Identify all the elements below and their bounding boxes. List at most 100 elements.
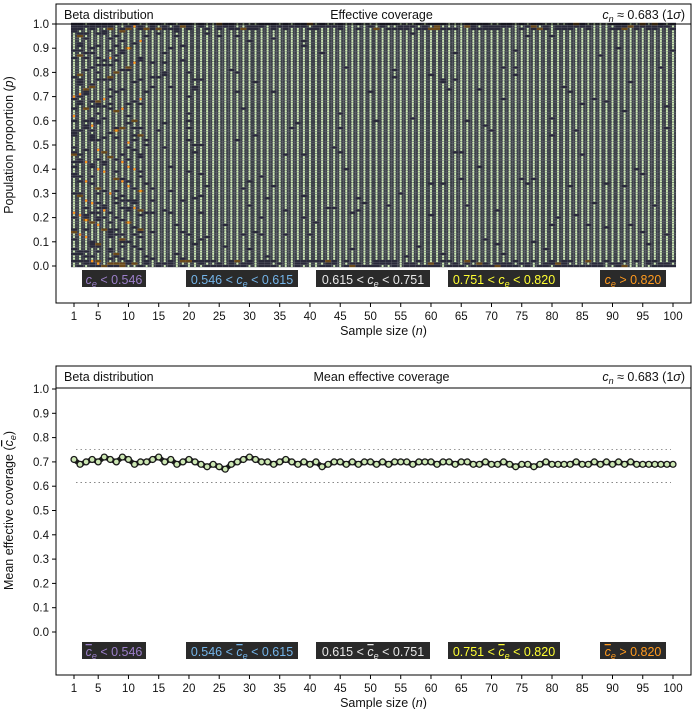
heatmap-cell-dot (163, 68, 166, 72)
heatmap-cell-dot (91, 223, 94, 226)
heatmap-cell-dot (230, 126, 233, 130)
heatmap-cell (167, 27, 174, 31)
heatmap-cell-dot (133, 93, 136, 96)
heatmap-cell-dot (193, 223, 197, 226)
heatmap-cell-dot (78, 243, 82, 246)
heatmap-cell-dot (199, 107, 203, 110)
heatmap-cell-dot (212, 93, 215, 96)
heatmap-cell-dot (187, 143, 191, 147)
heatmap-cell-dot (157, 155, 160, 159)
heatmap-cell-dot (230, 209, 233, 212)
heatmap-cell-dot (127, 54, 130, 57)
heatmap-cell-dot (97, 155, 100, 159)
heatmap-cell (222, 223, 229, 227)
heatmap-cell-dot (133, 170, 136, 173)
heatmap-cell (137, 170, 144, 173)
heatmap-cell-dot (224, 155, 227, 159)
heatmap-cell-dot (157, 221, 160, 224)
heatmap-cell (95, 192, 102, 195)
heatmap-cell (70, 131, 78, 135)
heatmap-cell-dot (181, 95, 185, 98)
heatmap-cell-dot (127, 214, 130, 217)
heatmap-cell-dot (121, 59, 124, 62)
heatmap-cell-dot (103, 143, 106, 147)
heatmap-cell-dot (109, 44, 112, 47)
heatmap-cell-dot (91, 218, 94, 222)
heatmap-cell-dot (212, 129, 215, 132)
heatmap-cell-dot (175, 93, 178, 96)
heatmap-cell-dot (139, 100, 142, 103)
heatmap-cell-dot (97, 151, 100, 154)
heatmap-cell-dot (218, 194, 221, 197)
heatmap-cell-dot (97, 257, 100, 260)
heatmap-cell-dot (175, 117, 178, 120)
heatmap-cell-dot (127, 192, 130, 195)
heatmap-cell-dot (90, 259, 94, 263)
heatmap-cell-dot (230, 204, 233, 207)
heatmap-cell-dot (181, 238, 185, 241)
heatmap-cell-dot (78, 64, 82, 67)
heatmap-cell-dot (163, 206, 166, 210)
heatmap-cell-dot (133, 146, 136, 149)
heatmap-cell-dot (169, 90, 172, 93)
heatmap-cell-dot (218, 197, 221, 200)
heatmap-cell (125, 259, 132, 263)
heatmap-cell-dot (187, 32, 191, 35)
heatmap-cell-dot (133, 44, 136, 47)
heatmap-cell-dot (205, 54, 209, 57)
heatmap-cell-dot (224, 233, 227, 236)
heatmap-cell-dot (169, 37, 172, 40)
heatmap-cell-dot (133, 223, 136, 226)
heatmap-cell-dot (115, 260, 118, 263)
heatmap-cell-dot (115, 68, 118, 72)
heatmap-cell (137, 153, 144, 156)
heatmap-cell-dot (139, 165, 142, 168)
heatmap-cell-dot (103, 122, 106, 125)
heatmap-cell-dot (175, 68, 178, 72)
heatmap-cell (77, 252, 84, 256)
heatmap-cell-dot (78, 51, 82, 55)
heatmap-cell-dot (127, 264, 130, 268)
heatmap-cell-dot (115, 131, 118, 135)
heatmap-cell-dot (97, 54, 100, 57)
heatmap-cell-dot (139, 221, 142, 224)
heatmap-cell-dot (224, 80, 227, 84)
heatmap-cell (95, 218, 102, 222)
heatmap-cell-dot (193, 228, 197, 231)
heatmap-cell-dot (175, 250, 178, 253)
heatmap-cell-dot (218, 255, 221, 258)
heatmap-cell-dot (78, 245, 82, 248)
heatmap-cell-dot (218, 95, 221, 98)
heatmap-cell (149, 211, 156, 214)
heatmap-cell-dot (163, 112, 166, 115)
heatmap-cell-dot (78, 255, 82, 258)
heatmap-cell-dot (91, 44, 94, 47)
heatmap-cell-dot (224, 61, 227, 64)
heatmap-cell-dot (121, 158, 124, 161)
heatmap-cell-dot (78, 30, 82, 33)
heatmap-cell (107, 228, 114, 231)
heatmap-cell-dot (157, 185, 160, 188)
heatmap-cell-dot (103, 165, 106, 168)
heatmap-cell-dot (199, 240, 203, 243)
heatmap-cell-dot (72, 64, 76, 67)
heatmap-cell-dot (163, 192, 166, 195)
heatmap-cell-dot (109, 218, 112, 222)
heatmap-cell-dot (169, 255, 172, 258)
heatmap-cell-dot (145, 177, 148, 180)
heatmap-cell-dot (175, 199, 178, 202)
heatmap-cell-dot (151, 102, 154, 105)
heatmap-cell-dot (133, 107, 136, 110)
heatmap-cell-dot (121, 100, 124, 103)
heatmap-cell-dot (193, 204, 197, 207)
heatmap-cell-dot (157, 39, 160, 43)
heatmap-cell-dot (187, 223, 191, 226)
heatmap-cell-dot (169, 129, 172, 132)
heatmap-cell-dot (181, 189, 185, 193)
heatmap-cell-dot (199, 117, 203, 120)
heatmap-cell-dot (145, 257, 148, 260)
heatmap-cell-dot (84, 158, 88, 161)
heatmap-cell-dot (127, 73, 130, 76)
heatmap-cell-dot (230, 119, 233, 122)
heatmap-cell-dot (127, 257, 130, 260)
